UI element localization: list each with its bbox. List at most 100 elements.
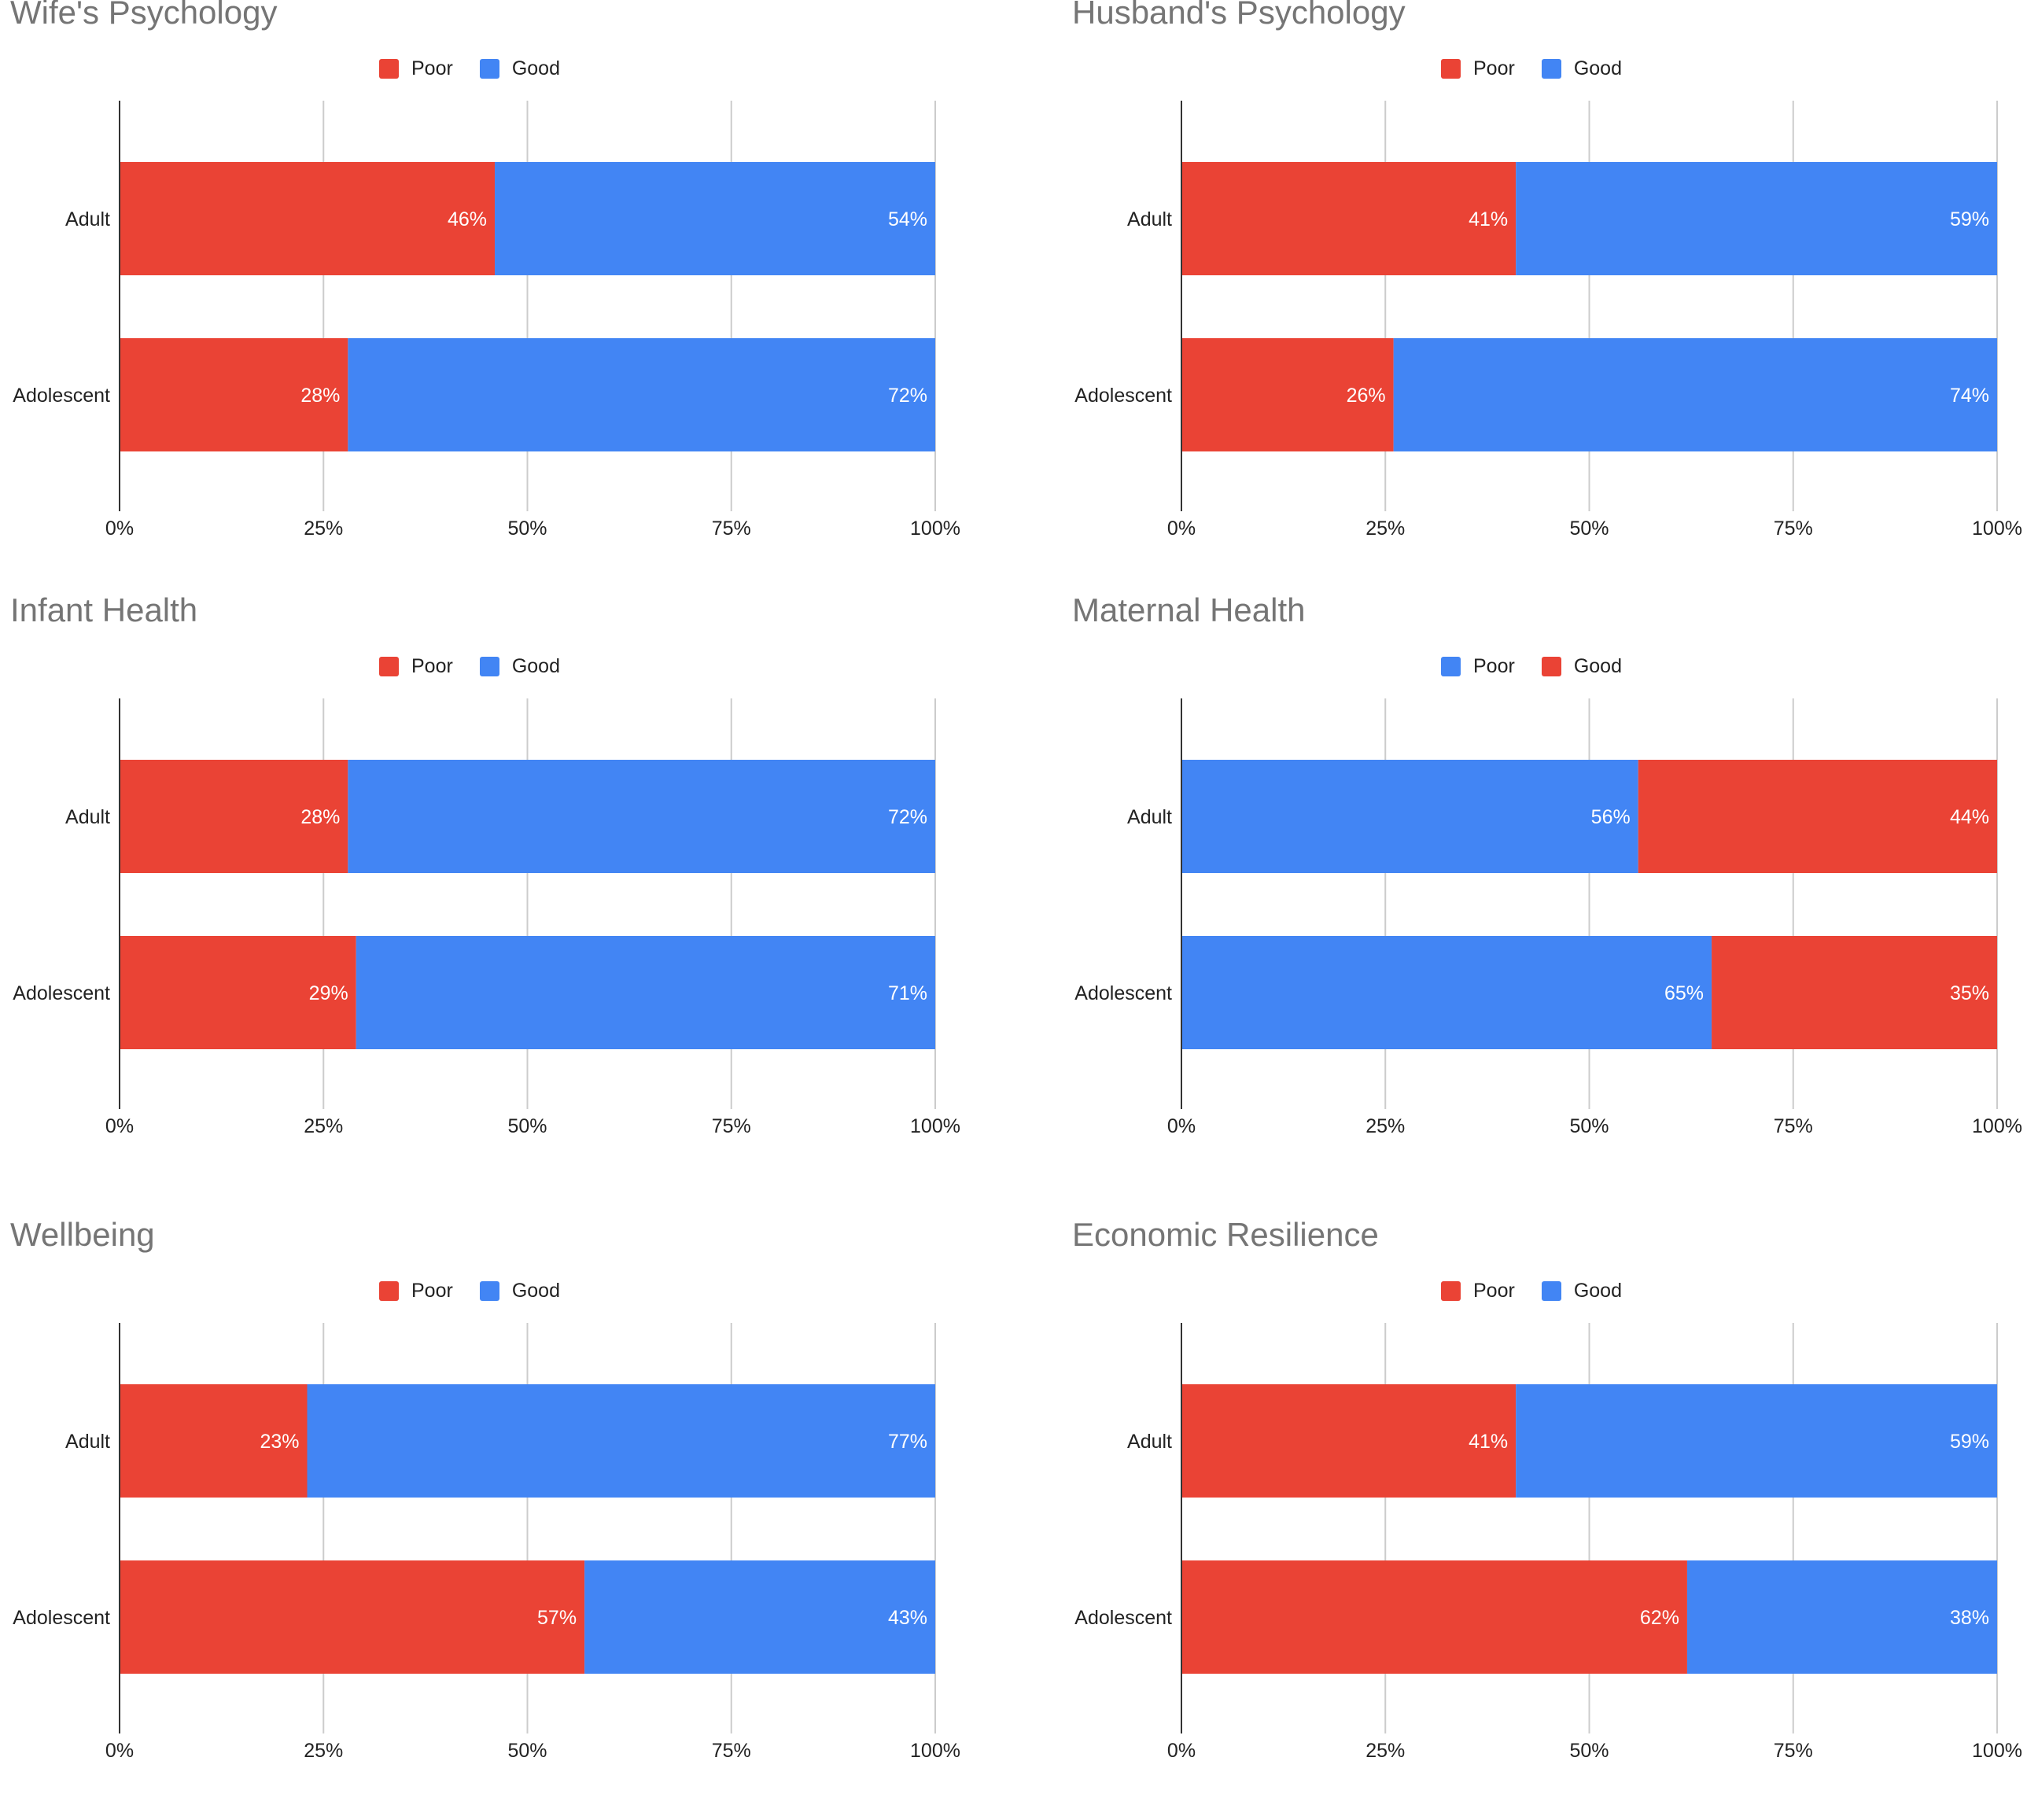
legend-item-good: Good: [1541, 57, 1622, 80]
bar-poor-adult: [120, 162, 496, 275]
x-tick-label: 100%: [1972, 1740, 2022, 1762]
x-tick-label: 75%: [1774, 1115, 1813, 1137]
bar-poor-adult: [1181, 1384, 1517, 1498]
legend-swatch: [1541, 1280, 1561, 1301]
bar-good-adult: [307, 1384, 935, 1498]
legend-swatch: [1541, 58, 1561, 79]
x-tick-label: 100%: [1972, 1115, 2022, 1137]
data-label: 43%: [888, 1607, 927, 1629]
legend-item-good: Good: [479, 654, 560, 678]
legend-label: Poor: [411, 1279, 453, 1302]
x-tick-label: 25%: [1365, 1740, 1405, 1762]
x-tick-label: 50%: [507, 1740, 547, 1762]
bar-good-adolescent: [1712, 936, 1997, 1049]
data-label: 65%: [1664, 982, 1704, 1004]
legend-label: Good: [1573, 57, 1622, 79]
data-label: 26%: [1347, 385, 1386, 407]
legend-swatch: [479, 58, 499, 79]
x-tick-label: 50%: [1569, 518, 1609, 540]
data-label: 44%: [1950, 806, 1989, 828]
y-category-label: Adolescent: [1074, 1607, 1172, 1629]
y-category-label: Adolescent: [1074, 385, 1172, 407]
data-label: 74%: [1950, 385, 1989, 407]
data-label: 41%: [1469, 208, 1508, 230]
chart-grid: Wife's Psychology Poor Good 0% 25% 50% 75% 10…: [0, 0, 2027, 1762]
x-tick-label: 75%: [712, 1115, 751, 1137]
chart-panel-maternal-health: Maternal Health Poor Good 0% 25% 50% 75% 100%…: [1062, 591, 2027, 1196]
y-category-label: Adult: [65, 806, 110, 828]
y-category-label: Adolescent: [13, 982, 110, 1004]
bar-poor-adult: [120, 760, 348, 873]
legend-item-poor: Poor: [1441, 57, 1515, 80]
bar-good-adult: [1516, 162, 1997, 275]
legend-swatch: [1441, 1280, 1461, 1301]
chart-legend: Poor Good: [379, 55, 587, 82]
x-tick-label: 0%: [1167, 1115, 1196, 1137]
data-label: 59%: [1950, 208, 1989, 230]
bar-good-adult: [348, 760, 935, 873]
x-tick-label: 100%: [1972, 518, 2022, 540]
legend-swatch: [479, 1280, 499, 1301]
bar-poor-adolescent: [1181, 1560, 1687, 1674]
legend-label: Poor: [1473, 1279, 1515, 1302]
chart-title: Infant Health: [10, 591, 198, 628]
y-category-label: Adult: [65, 1431, 110, 1453]
legend-label: Good: [511, 654, 560, 677]
y-category-label: Adult: [65, 208, 110, 230]
x-tick-label: 100%: [910, 1740, 960, 1762]
data-label: 56%: [1591, 806, 1631, 828]
x-tick-label: 75%: [1774, 518, 1813, 540]
bar-good-adolescent: [356, 936, 936, 1049]
bar-good-adolescent: [1686, 1560, 1997, 1674]
data-label: 54%: [888, 208, 927, 230]
legend-label: Poor: [411, 57, 453, 79]
bar-poor-adolescent: [1181, 338, 1394, 451]
x-tick-label: 100%: [910, 518, 960, 540]
chart-panel-economic-resilience: Economic Resilience Poor Good 0% 25% 50% 75%…: [1062, 1216, 2027, 1820]
chart-plot: 0% 25% 50% 75% 100% 56% 44% Adult 65% 35% Adolesce…: [1074, 698, 2022, 1137]
bar-good-adult: [1638, 760, 1997, 873]
legend-swatch: [379, 656, 399, 676]
legend-swatch: [1441, 58, 1461, 79]
legend-item-good: Good: [479, 1279, 560, 1302]
x-tick-label: 25%: [1365, 518, 1405, 540]
chart-legend: Poor Good: [379, 653, 587, 680]
x-tick-label: 50%: [507, 518, 547, 540]
legend-label: Good: [511, 57, 560, 79]
x-tick-label: 75%: [1774, 1740, 1813, 1762]
x-tick-label: 50%: [1569, 1115, 1609, 1137]
x-tick-label: 50%: [1569, 1740, 1609, 1762]
legend-item-good: Good: [1541, 1279, 1622, 1302]
legend-swatch: [479, 656, 499, 676]
data-label: 35%: [1950, 982, 1989, 1004]
chart-title: Wellbeing: [10, 1216, 155, 1253]
legend-label: Good: [1573, 1279, 1622, 1302]
legend-swatch: [379, 1280, 399, 1301]
y-category-label: Adult: [1127, 208, 1172, 230]
y-category-label: Adolescent: [13, 1607, 110, 1629]
legend-swatch: [379, 58, 399, 79]
data-label: 28%: [300, 806, 340, 828]
chart-panel-infant-health: Infant Health Poor Good 0% 25% 50% 75% 100% 28…: [0, 591, 1013, 1196]
x-tick-label: 25%: [304, 518, 343, 540]
legend-label: Good: [511, 1279, 560, 1302]
chart-panel-husbands-psychology: Husband's Psychology Poor Good 0% 25% 50% 75…: [1062, 0, 2027, 598]
legend-item-poor: Poor: [1441, 655, 1515, 678]
chart-title: Maternal Health: [1072, 591, 1306, 628]
data-label: 77%: [888, 1431, 927, 1453]
bar-good-adolescent: [348, 338, 935, 451]
chart-legend: Poor Good: [379, 1277, 587, 1304]
bar-poor-adolescent: [1181, 936, 1712, 1049]
legend-swatch: [1541, 656, 1561, 676]
legend-item-poor: Poor: [379, 57, 453, 80]
chart-plot: 0% 25% 50% 75% 100% 28% 72% Adult 29% 71% Adolesce…: [13, 698, 960, 1137]
chart-plot: 0% 25% 50% 75% 100% 23% 77% Adult 57% 43% Adolesce…: [13, 1323, 960, 1762]
y-category-label: Adolescent: [13, 385, 110, 407]
chart-panel-wifes-psychology: Wife's Psychology Poor Good 0% 25% 50% 75% 10…: [0, 0, 1013, 598]
data-label: 23%: [260, 1431, 299, 1453]
x-tick-label: 25%: [304, 1740, 343, 1762]
data-label: 38%: [1950, 1607, 1989, 1629]
x-tick-label: 75%: [712, 518, 751, 540]
bar-poor-adolescent: [120, 1560, 585, 1674]
legend-label: Good: [1573, 654, 1622, 677]
